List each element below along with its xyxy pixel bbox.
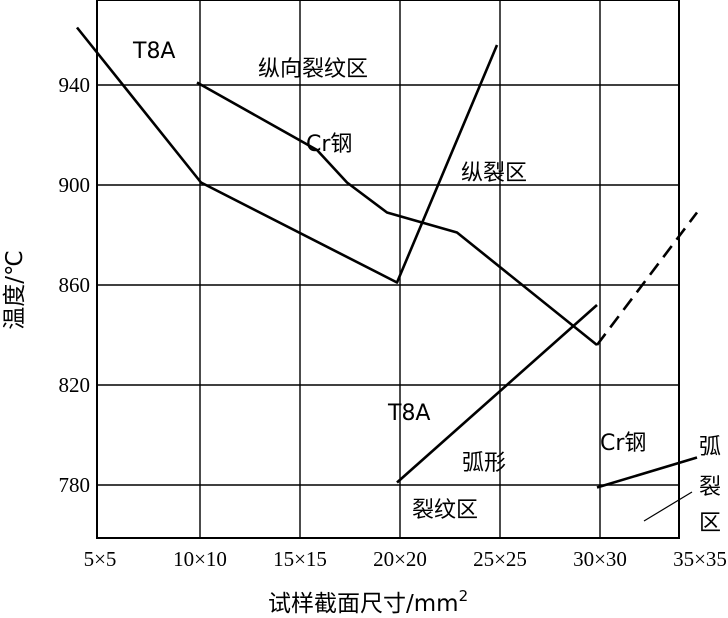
label-zone-arc-crack-1: 弧形 [462, 451, 506, 476]
label-zone-arc-split-2: 裂 [699, 475, 721, 500]
series-line-solid [75, 26, 499, 284]
series-line-dashed [595, 211, 699, 346]
leader-line-arc-split [643, 491, 693, 522]
x-tick-label: 20×20 [373, 547, 427, 571]
y-tick-label: 820 [59, 373, 91, 397]
y-axis-label: 温度/℃ [2, 250, 28, 330]
x-tick-label: 10×10 [173, 547, 227, 571]
y-tick-label: 940 [59, 73, 91, 97]
y-tick-label: 780 [59, 473, 91, 497]
x-tick-label: 25×25 [473, 547, 527, 571]
label-zone-arc-split-1: 弧 [699, 435, 721, 460]
label-zone-arc-crack-2: 裂纹区 [412, 498, 478, 523]
label-zone-longitudinal-crack: 纵向裂纹区 [258, 57, 368, 82]
x-axis-label: 试样截面尺寸/mm2 [268, 587, 468, 617]
x-axis-label-superscript: 2 [459, 587, 469, 605]
series-line-solid [596, 456, 698, 489]
label-t8a-top: T8A [132, 39, 176, 64]
x-tick-label: 5×5 [84, 547, 117, 571]
horizontal-grid [97, 84, 679, 486]
vertical-grid [199, 0, 601, 538]
series-line-solid [196, 81, 598, 347]
x-tick-label: 30×30 [573, 547, 627, 571]
x-tick-labels: 5×5 10×10 15×15 20×20 25×25 30×30 35×35 [84, 547, 727, 571]
plot-frame [96, 0, 680, 539]
label-cr-steel-lower: Cr钢 [600, 431, 646, 456]
series-group [75, 26, 699, 489]
y-tick-label: 860 [59, 273, 91, 297]
label-zone-longitudinal-split: 纵裂区 [461, 161, 527, 186]
x-tick-label: 35×35 [673, 547, 727, 571]
series-line-solid [396, 304, 598, 484]
label-zone-arc-split-3: 区 [699, 511, 721, 536]
label-cr-steel-upper: Cr钢 [306, 132, 352, 157]
y-tick-labels: 780 820 860 900 940 [59, 73, 91, 497]
y-tick-label: 900 [59, 173, 91, 197]
x-tick-label: 15×15 [273, 547, 327, 571]
label-t8a-lower: T8A [387, 401, 431, 426]
